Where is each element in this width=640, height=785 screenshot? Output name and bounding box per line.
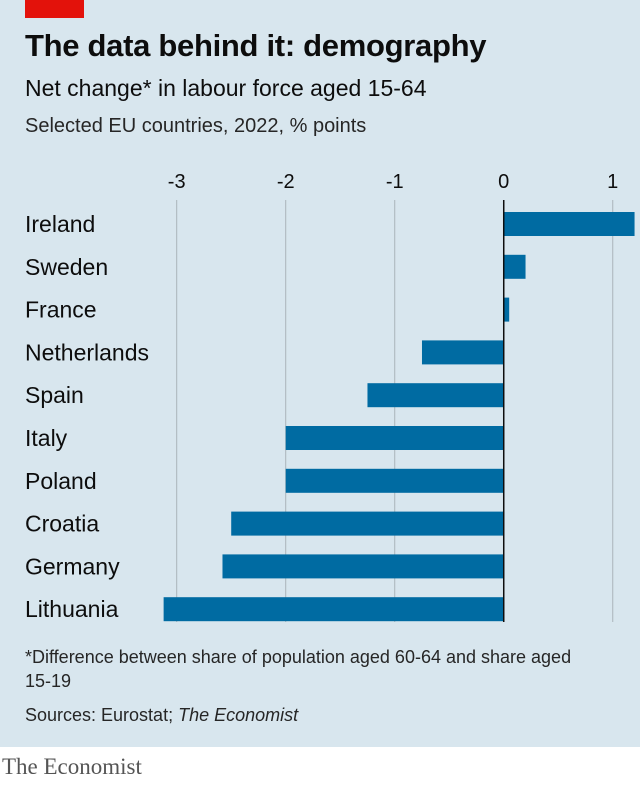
category-label: Germany <box>25 553 120 579</box>
category-label: Spain <box>25 382 84 408</box>
chart-panel: The data behind it: demography Net chang… <box>0 0 640 747</box>
label-layer: -3 -2 -1 0 1 Ireland Sweden France Netherlands Sp… <box>25 171 618 622</box>
category-label: Poland <box>25 468 97 494</box>
bar-spain <box>367 383 504 408</box>
category-label: Sweden <box>25 254 108 280</box>
bar-croatia <box>231 511 504 536</box>
category-label: France <box>25 297 97 323</box>
bar-poland <box>285 468 504 493</box>
bar-sweden <box>503 254 526 279</box>
sources-line: Sources: Eurostat; The Economist <box>25 705 298 726</box>
category-label: Croatia <box>25 511 99 537</box>
grid-layer <box>176 200 614 622</box>
economist-brand: The Economist <box>2 754 142 779</box>
bar-chart: -3 -2 -1 0 1 Ireland Sweden France Netherlands Sp… <box>25 171 635 622</box>
x-tick-label: -1 <box>386 171 404 193</box>
x-tick-label: 1 <box>607 171 618 193</box>
category-label: Ireland <box>25 211 95 237</box>
category-label: Netherlands <box>25 339 149 365</box>
bar-lithuania <box>163 597 504 622</box>
chart-subtitle: Net change* in labour force aged 15-64 <box>25 75 427 101</box>
sources-italic: The Economist <box>178 705 299 725</box>
bar-italy <box>285 426 504 450</box>
category-label: Lithuania <box>25 596 119 622</box>
category-label: Italy <box>25 425 68 451</box>
x-tick-label: -3 <box>168 171 186 193</box>
brand-red-tag <box>25 0 84 18</box>
bar-layer <box>163 212 635 622</box>
bar-ireland <box>503 212 635 236</box>
footnote: *Difference between share of population … <box>25 647 572 691</box>
bar-germany <box>222 554 504 579</box>
x-tick-label: -2 <box>277 171 295 193</box>
x-tick-label: 0 <box>498 171 509 193</box>
bar-netherlands <box>421 340 504 365</box>
chart-subsubtitle: Selected EU countries, 2022, % points <box>25 115 367 137</box>
sources-prefix: Sources: Eurostat; <box>25 705 179 725</box>
bar-france <box>503 297 510 322</box>
chart-title: The data behind it: demography <box>25 28 487 63</box>
